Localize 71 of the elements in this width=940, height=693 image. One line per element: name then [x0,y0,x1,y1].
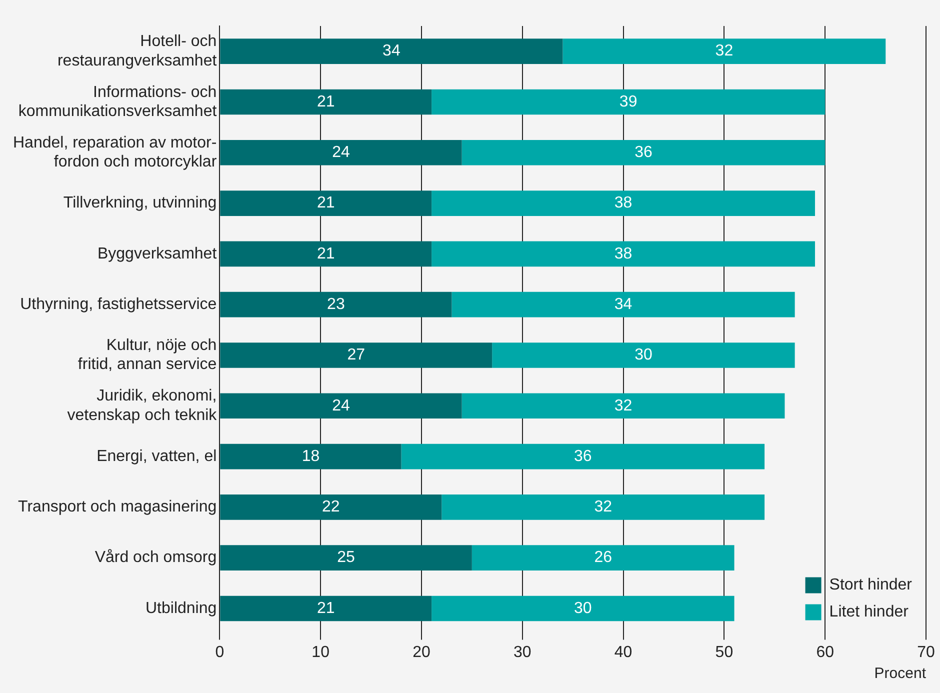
y-tick-label: Kultur, nöje och fritid, annan service [78,337,217,374]
bar [462,393,785,419]
y-tick-label: Uthyrning, fastighetsservice [20,296,217,313]
bar [220,494,442,520]
data-label: 39 [619,93,638,110]
data-label: 34 [382,42,400,60]
bar [220,38,563,64]
bar [442,494,765,520]
bar [220,342,492,368]
y-tick-label: Transport och magasinering [18,498,217,516]
data-label: 26 [594,549,612,566]
x-tick-label: 10 [312,644,330,661]
x-tick-label: 70 [917,644,935,661]
bar [472,545,734,570]
data-label: 34 [614,296,632,313]
legend-label: Litet hinder [829,604,910,621]
y-tick-label: Vård och omsorg [94,549,217,566]
bar [432,596,734,622]
data-label: 21 [316,600,335,617]
y-tick-label: Byggverksamhet [97,245,218,262]
bar [432,89,826,115]
legend-label: Stort hinder [829,576,913,594]
data-label: 18 [302,448,320,465]
y-tick-label: Informations- och kommunikationsverksamhet [18,84,218,120]
data-label: 36 [634,144,652,162]
data-label: 21 [316,93,335,110]
bar [401,444,765,470]
bar [220,596,432,622]
bar [220,393,462,419]
bar [492,342,795,368]
x-tick-label: 50 [715,644,734,661]
bar [220,89,432,115]
data-label: 30 [634,346,652,364]
data-label: 21 [316,245,335,262]
data-label: 27 [347,346,366,364]
data-label: 38 [614,194,632,212]
data-label: 25 [337,549,356,566]
bar [432,241,816,267]
bar [562,38,886,64]
data-label: 36 [574,448,592,465]
bar [220,190,432,216]
x-tick-label: 20 [412,644,430,661]
bar [432,190,816,216]
bar [220,292,452,318]
data-label: 22 [322,498,340,516]
bar [220,545,472,570]
data-label: 24 [332,397,350,414]
bar [452,292,795,318]
data-label: 21 [316,194,335,212]
y-tick-label: Hotell- och restaurangverksamhet [57,33,218,70]
y-tick-label: Energi, vatten, el [96,448,217,465]
data-label: 32 [594,498,612,516]
x-axis-title: Procent [874,665,927,682]
y-tick-label: Utbildning [146,600,217,617]
data-label: 32 [715,42,734,60]
y-tick-label: Handel, reparation av motor- fordon och motorcyklar [13,134,218,171]
x-tick-label: 60 [816,644,834,661]
data-label: 23 [327,296,345,313]
y-tick-label: Tillverkning, utvinning [63,194,217,212]
y-tick-label: Juridik, ekonomi, vetenskap och teknik [67,388,218,424]
bar [220,140,462,166]
x-tick-label: 40 [614,644,632,661]
data-label: 38 [614,245,632,262]
x-tick-label: 0 [215,644,224,661]
data-label: 24 [332,144,350,162]
data-label: 30 [574,600,592,617]
bar [220,444,402,470]
data-label: 32 [614,397,632,414]
x-tick-label: 30 [513,644,532,661]
bar [462,140,826,166]
bar [220,241,432,267]
